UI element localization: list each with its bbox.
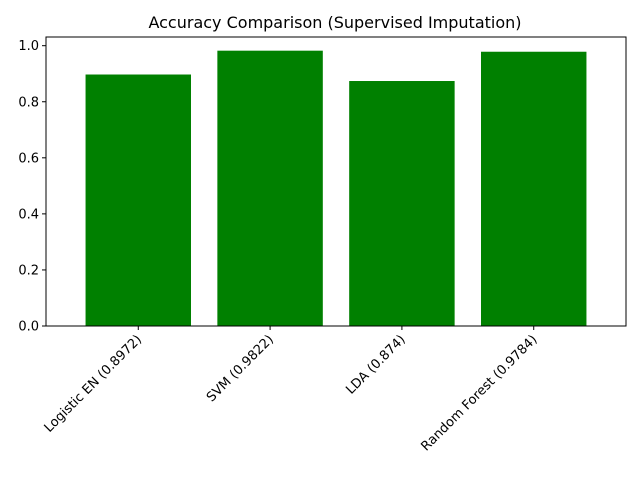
y-tick-label: 0.4 — [18, 207, 39, 222]
y-tick-label: 0.2 — [18, 263, 39, 278]
chart-title: Accuracy Comparison (Supervised Imputati… — [148, 13, 521, 32]
y-tick-label: 0.0 — [18, 320, 39, 335]
x-tick-label: SVM (0.9822) — [204, 332, 277, 405]
y-tick-label: 1.0 — [18, 39, 39, 54]
x-tick-label: Random Forest (0.9784) — [418, 332, 540, 454]
plot-area: 0.0 0.2 0.4 0.6 0.8 1.0 Logistic EN (0.8972) SV… — [18, 36, 627, 454]
axes-frame — [45, 36, 627, 327]
x-tick-label: LDA (0.874) — [343, 332, 408, 397]
bar-2 — [349, 81, 455, 326]
x-tick-label: Logistic EN (0.8972) — [42, 332, 145, 435]
bar-1 — [217, 50, 323, 327]
bar-0 — [85, 74, 191, 326]
y-tick-label: 0.8 — [18, 95, 39, 110]
y-tick-label: 0.6 — [18, 151, 39, 166]
bar-3 — [481, 51, 587, 327]
